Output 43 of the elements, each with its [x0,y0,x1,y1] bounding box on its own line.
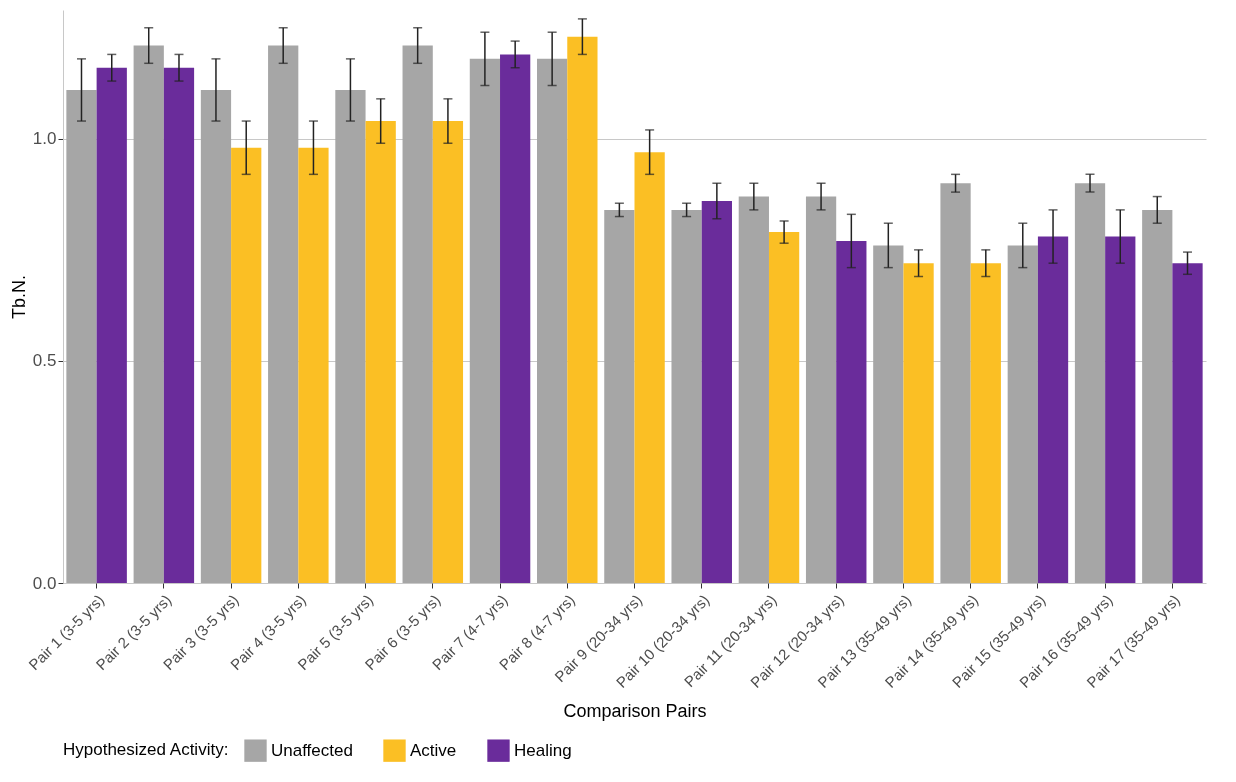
bar [1074,183,1106,583]
legend-label: Unaffected [271,740,353,760]
bar [298,147,329,583]
bar [1142,209,1173,583]
legend-label: Healing [514,740,572,760]
bar [365,121,396,583]
bar [940,183,971,583]
bar [1007,245,1038,583]
legend-label: Active [410,740,457,760]
bar [537,58,568,583]
bar [903,263,934,583]
legend-title: Hypothesized Activity: [63,740,229,759]
bar [604,209,635,583]
bar [1105,236,1136,583]
y-axis-title: Tb.N. [8,274,29,320]
bar [805,196,837,583]
bar [66,89,97,583]
bar [133,45,164,583]
bar [335,89,366,583]
bar [268,45,299,583]
bar [671,209,702,583]
y-tick-label: 1.0 [32,129,57,149]
bar [768,232,800,583]
bar [873,245,904,583]
bar [469,58,501,583]
bar [1172,263,1203,583]
bar [200,89,232,583]
bar [231,147,262,583]
bar [402,45,433,583]
bar [970,263,1001,583]
y-tick-label: 0.0 [32,573,57,593]
x-axis-title: Comparison Pairs [563,700,707,721]
bar [634,152,665,583]
bar [96,67,127,583]
bar [500,54,531,583]
bar [738,196,769,583]
bar [163,67,195,583]
bar [432,121,464,583]
bar [567,36,598,583]
bar [836,240,867,583]
bar [701,201,732,583]
bar [1037,236,1069,583]
y-tick-label: 0.5 [32,351,57,371]
